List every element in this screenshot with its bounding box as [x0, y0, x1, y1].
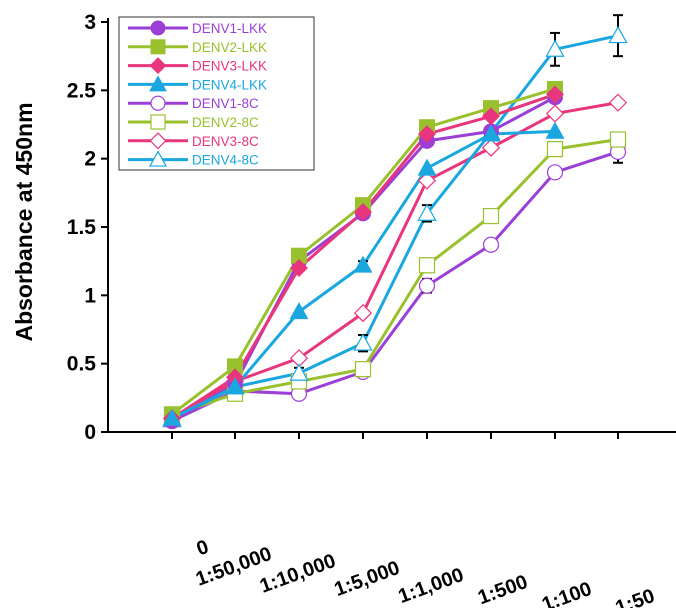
data-point [482, 207, 500, 225]
data-point [353, 304, 373, 323]
data-point [162, 408, 182, 426]
axes: 00.511.522.5301:50,0001:10,0001:5,0001:1… [67, 11, 676, 608]
error-bars [294, 14, 623, 380]
legend: DENV1-LKK DENV2-LKK DENV3-LKK DENV4-LKK DENV… [118, 16, 315, 171]
data-point [482, 236, 500, 253]
data-point [545, 104, 565, 123]
data-markers [162, 25, 628, 430]
data-point [546, 164, 564, 181]
series-line [171, 101, 619, 420]
data-point [545, 39, 565, 57]
data-point [418, 125, 436, 144]
data-point [354, 361, 372, 378]
legend-marker [150, 114, 166, 130]
legend-marker [150, 39, 166, 55]
x-tick-label: 0 [194, 536, 212, 560]
legend-label: DENV1-LKK [192, 21, 267, 36]
y-tick-label: 0 [84, 421, 96, 444]
data-point [354, 203, 372, 221]
series-line [171, 34, 619, 422]
data-point [418, 277, 436, 294]
y-tick-label: 1 [84, 284, 96, 307]
legend-marker [149, 132, 167, 150]
data-point [290, 259, 308, 277]
x-tick-label: 1:500 [475, 571, 531, 608]
y-tick-label: 1.5 [67, 216, 97, 239]
data-point [608, 93, 628, 112]
legend-label: DENV1-8C [192, 96, 259, 111]
y-tick-label: 2.5 [67, 79, 97, 102]
legend-label: DENV3-LKK [192, 59, 267, 74]
legend-marker [148, 150, 168, 167]
legend-marker [149, 75, 167, 92]
y-tick-label: 0.5 [67, 353, 97, 376]
legend-marker [149, 57, 167, 75]
data-point [353, 333, 373, 351]
data-point [481, 138, 501, 157]
legend-marker [150, 20, 166, 36]
data-point [417, 203, 437, 221]
legend-marker [150, 95, 166, 111]
x-tick-label: 1:5,000 [331, 557, 402, 601]
data-point [481, 124, 501, 142]
x-tick-label: 1:50 [613, 585, 658, 608]
y-axis-title: Absorbance at 450nm [11, 102, 37, 341]
series-line [171, 138, 619, 418]
legend-label: DENV4-8C [192, 153, 259, 168]
y-tick-label: 3 [84, 11, 96, 34]
data-point [417, 171, 437, 190]
legend-label: DENV2-LKK [192, 40, 267, 55]
data-point [225, 377, 245, 395]
data-point [289, 302, 309, 320]
data-point [609, 131, 627, 148]
data-point [545, 121, 565, 139]
y-tick-label: 2 [84, 148, 96, 171]
legend-label: DENV2-8C [192, 115, 259, 130]
data-point [289, 363, 309, 381]
data-point [546, 141, 564, 158]
legend-label: DENV3-8C [192, 134, 259, 149]
data-point [608, 25, 628, 44]
legend-label: DENV4-LKK [192, 77, 267, 92]
data-point [353, 255, 373, 273]
data-point [546, 85, 564, 104]
x-tick-label: 1:1,000 [395, 564, 466, 608]
data-point [418, 257, 436, 274]
x-tick-label: 1:100 [539, 578, 595, 608]
data-point [417, 158, 437, 176]
